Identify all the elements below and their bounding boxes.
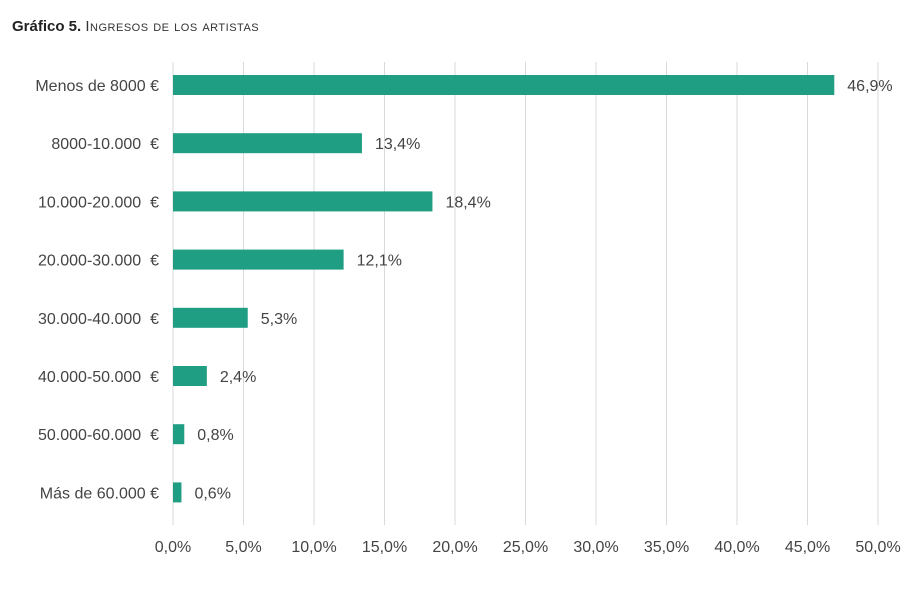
bar [173, 307, 248, 328]
x-tick-label: 50,0% [855, 539, 900, 556]
data-label: 12,1% [357, 253, 402, 270]
category-labels: Menos de 8000 € 8000-10.000 € 10.000-20.00… [35, 78, 159, 502]
x-tick-label: 15,0% [362, 539, 407, 556]
category-label: Menos de 8000 € [35, 78, 159, 95]
category-label: 50.000-60.000 € [38, 427, 159, 444]
data-label: 46,9% [847, 78, 892, 95]
bar [173, 249, 344, 270]
chart-title-lead: Gráfico 5. [12, 18, 82, 35]
data-labels: 46,9% 13,4% 18,4% 12,1% 5,3% 2,4% 0,8% 0,6% [194, 78, 892, 502]
x-tick-label: 40,0% [714, 539, 759, 556]
data-label: 2,4% [220, 369, 256, 386]
category-label: 20.000-30.000 € [38, 253, 159, 270]
x-tick-label: 35,0% [644, 539, 689, 556]
category-label: 40.000-50.000 € [38, 369, 159, 386]
bar [173, 191, 433, 212]
category-label: 8000-10.000 € [51, 136, 159, 153]
category-label: 30.000-40.000 € [38, 311, 159, 328]
chart-title: Gráfico 5. Ingresos de los artistas [12, 18, 259, 35]
x-tick-label: 0,0% [155, 539, 191, 556]
x-axis-tick-labels: 0,0% 5,0% 10,0% 15,0% 20,0% 25,0% 30,0% 35,0% 40… [155, 539, 901, 556]
bar [173, 366, 207, 386]
x-tick-label: 20,0% [432, 539, 477, 556]
category-label: 10.000-20.000 € [38, 194, 159, 211]
bar [173, 133, 362, 154]
gridlines [172, 62, 879, 525]
data-label: 18,4% [445, 194, 490, 211]
x-tick-label: 5,0% [225, 539, 261, 556]
data-label: 0,8% [197, 427, 233, 444]
x-tick-label: 30,0% [573, 539, 618, 556]
x-tick-label: 25,0% [503, 539, 548, 556]
data-label: 13,4% [375, 136, 420, 153]
x-tick-label: 45,0% [785, 539, 830, 556]
category-label: Más de 60.000 € [40, 485, 159, 502]
bar [173, 482, 182, 503]
data-label: 0,6% [194, 485, 230, 502]
bar [173, 424, 185, 445]
bar [173, 75, 835, 95]
bars [173, 75, 835, 503]
data-label: 5,3% [261, 311, 297, 328]
chart-title-rest: Ingresos de los artistas [85, 18, 260, 35]
x-tick-label: 10,0% [291, 539, 336, 556]
